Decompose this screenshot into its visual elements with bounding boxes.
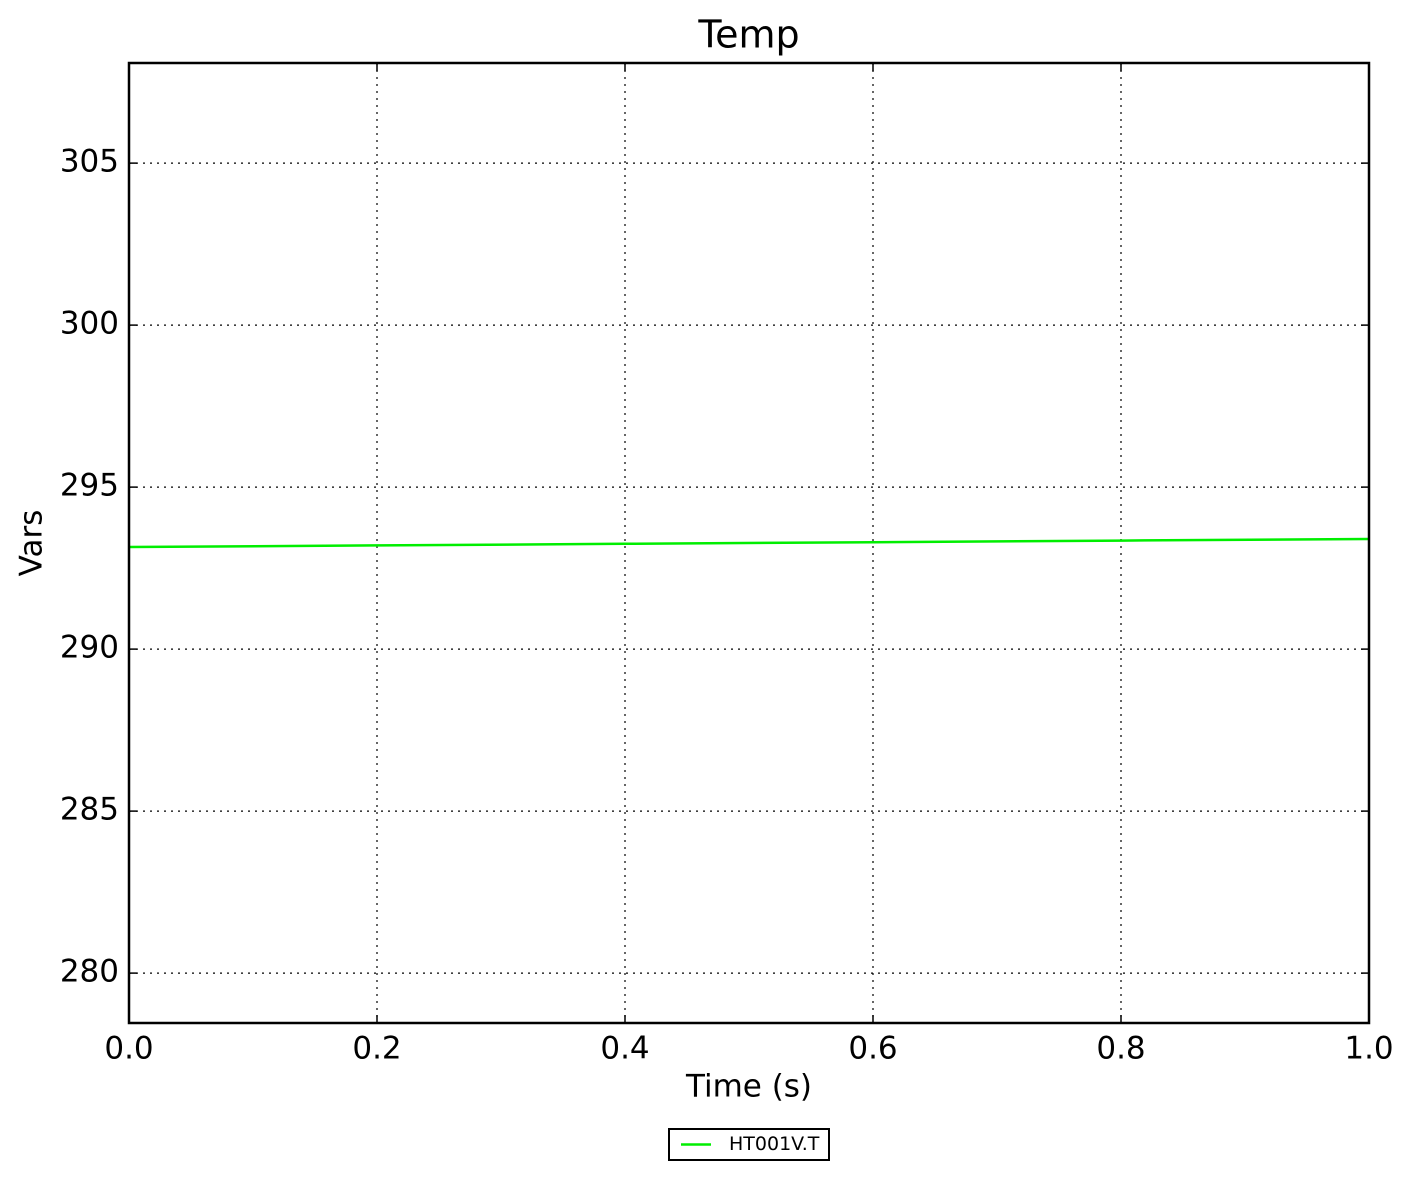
y-tick-label: 305 bbox=[60, 144, 119, 180]
legend-label: HT001V.T bbox=[729, 1133, 820, 1155]
plot-frame bbox=[127, 61, 1371, 1025]
x-tick-label: 1.0 bbox=[1344, 1031, 1393, 1067]
line-series bbox=[128, 537, 1370, 549]
y-tick-label: 295 bbox=[60, 468, 119, 504]
y-tick-label: 280 bbox=[60, 954, 119, 990]
y-tick-label: 285 bbox=[60, 792, 119, 828]
legend-box bbox=[668, 1128, 830, 1161]
x-tick-label: 0.2 bbox=[352, 1031, 401, 1067]
x-tick-label: 0.4 bbox=[600, 1031, 649, 1067]
x-axis-label: Time (s) bbox=[685, 1069, 812, 1105]
chart-title: Temp bbox=[697, 13, 799, 57]
y-axis-label: Vars bbox=[14, 510, 50, 577]
x-tick-label: 0.0 bbox=[104, 1031, 153, 1067]
x-tick-label: 0.8 bbox=[1096, 1031, 1145, 1067]
x-tick-label: 0.6 bbox=[848, 1031, 897, 1067]
y-tick-label: 300 bbox=[60, 306, 119, 342]
y-tick-label: 290 bbox=[60, 630, 119, 666]
